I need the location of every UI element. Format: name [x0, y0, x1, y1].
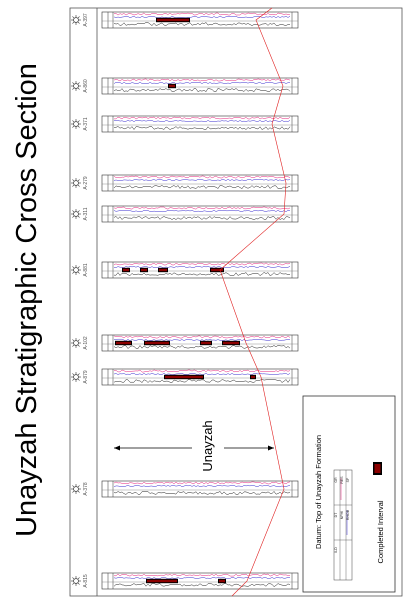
gamma-curve: [113, 15, 291, 19]
well-label: A-879: [83, 370, 89, 384]
log-curve: [113, 216, 291, 220]
well-track-A-881: A-881: [71, 261, 299, 279]
log-curve: [113, 185, 291, 189]
well-symbol-icon: [71, 81, 81, 91]
legend-track-header: GR RES SP DT NPHI RHOB ILD: [333, 469, 353, 581]
log-curve: [113, 88, 291, 92]
gamma-curve: [113, 372, 291, 376]
well-label: A-815: [83, 574, 89, 588]
legend-track-label: RES: [340, 476, 344, 484]
legend-box: Datum: Top of Unayzah Formation GR RES SP D…: [302, 395, 396, 593]
log-curve: [113, 491, 291, 495]
gamma-curve: [113, 119, 291, 123]
log-curve: [113, 583, 291, 587]
resistivity-curve: [113, 175, 291, 179]
resistivity-curve: [113, 12, 291, 16]
well-track-A-371: A-371: [71, 115, 299, 133]
gamma-curve: [113, 576, 291, 580]
resistivity-curve: [113, 262, 291, 266]
legend-completed-text: Completed Interval: [376, 500, 385, 563]
well-track-A-279: A-279: [71, 174, 299, 192]
well-symbol-icon: [71, 209, 81, 219]
legend-track-label: NPHI: [340, 511, 344, 519]
resistivity-curve: [113, 369, 291, 373]
gamma-curve: [113, 484, 291, 488]
log-curve: [113, 379, 291, 383]
well-label: A-397: [83, 13, 89, 27]
well-symbol-icon: [71, 178, 81, 188]
well-track-A-378: A-378: [71, 480, 299, 498]
resistivity-curve: [113, 78, 291, 82]
well-symbol-icon: [71, 338, 81, 348]
legend-track-label: DT: [334, 512, 338, 518]
well-track-A-102: A-102: [71, 334, 299, 352]
unayzah-arrow: Unayzah: [114, 410, 274, 480]
well-track-A-311: A-311: [71, 205, 299, 223]
legend-track-label: GR: [334, 477, 338, 483]
well-track-A-815: A-815: [71, 572, 299, 590]
well-symbol-icon: [71, 15, 81, 25]
log-curve: [113, 272, 291, 276]
gamma-curve: [113, 178, 291, 182]
gamma-curve: [113, 209, 291, 213]
resistivity-curve: [113, 335, 291, 339]
unayzah-label: Unayzah: [200, 420, 215, 471]
well-label: A-102: [83, 336, 89, 350]
legend-track-label: ILD: [334, 547, 338, 553]
wells-layer: A-397 A-860 A-371 A-279 A-311 A-881 A-102 A-879…: [71, 11, 299, 590]
well-symbol-icon: [71, 484, 81, 494]
log-curve: [114, 126, 291, 130]
well-label: A-371: [83, 117, 89, 131]
well-label: A-881: [83, 263, 89, 277]
legend-track-label: RHOB: [346, 509, 350, 520]
gamma-curve: [113, 82, 291, 85]
well-track-A-879: A-879: [71, 368, 299, 386]
well-label: A-279: [83, 176, 89, 190]
resistivity-curve: [114, 116, 291, 120]
resistivity-curve: [113, 481, 291, 485]
log-curve: [113, 345, 291, 349]
gamma-curve: [113, 265, 291, 269]
resistivity-curve: [114, 573, 291, 577]
legend-datum-text: Datum: Top of Unayzah Formation: [314, 435, 323, 549]
well-label: A-860: [83, 79, 89, 93]
legend-track-label: SP: [346, 477, 350, 482]
correlation-line: [219, 7, 287, 597]
section-frame: [69, 7, 403, 597]
resistivity-curve: [113, 206, 291, 210]
well-symbol-icon: [71, 119, 81, 129]
well-track-A-860: A-860: [71, 77, 299, 95]
gamma-curve: [114, 338, 291, 342]
well-track-A-397: A-397: [71, 11, 299, 29]
well-symbol-icon: [71, 265, 81, 275]
well-label: A-311: [83, 207, 89, 220]
well-symbol-icon: [71, 576, 81, 586]
well-symbol-icon: [71, 372, 81, 382]
log-curve: [113, 22, 291, 26]
well-label: A-378: [83, 482, 89, 496]
